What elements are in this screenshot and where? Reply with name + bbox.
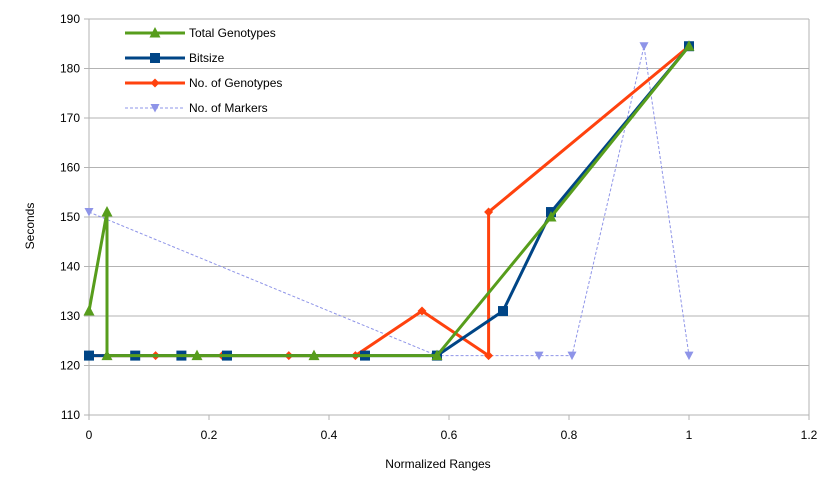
x-tick-label: 1 xyxy=(686,428,693,442)
data-point xyxy=(639,42,649,51)
data-point xyxy=(191,349,203,361)
series-line xyxy=(89,45,690,358)
series-total-genotypes xyxy=(83,40,695,361)
data-point xyxy=(534,351,544,361)
x-tick-label: 0.6 xyxy=(441,428,458,442)
y-tick-label: 130 xyxy=(60,309,80,323)
legend-marker xyxy=(150,53,160,63)
series-line xyxy=(89,45,691,358)
x-tick-label: 0 xyxy=(86,428,93,442)
data-point xyxy=(484,207,494,217)
legend-marker xyxy=(150,78,160,88)
data-point xyxy=(101,206,113,217)
y-axis-title: Seconds xyxy=(23,203,37,250)
legend-item: Bitsize xyxy=(125,51,225,65)
y-tick-label: 120 xyxy=(60,359,80,373)
series-bitsize xyxy=(84,41,694,361)
y-tick-label: 110 xyxy=(61,408,80,422)
legend: Total Genotypes Bitsize No. of Genotypes No… xyxy=(125,26,282,115)
y-axis-ticks: 110 120 130 140 150 160 170 180 190 xyxy=(60,12,89,422)
x-tick-label: 0.2 xyxy=(201,428,218,442)
y-tick-label: 180 xyxy=(60,62,80,76)
y-tick-label: 150 xyxy=(60,210,80,224)
legend-label: No. of Genotypes xyxy=(189,76,282,90)
data-point xyxy=(484,351,494,361)
y-tick-label: 160 xyxy=(60,161,80,175)
series-no-of-markers xyxy=(84,42,694,361)
legend-label: Bitsize xyxy=(189,51,225,65)
legend-item: Total Genotypes xyxy=(125,26,276,40)
series-line xyxy=(87,45,691,358)
data-point xyxy=(431,349,443,361)
x-axis-title: Normalized Ranges xyxy=(385,457,490,471)
x-tick-label: 0.4 xyxy=(321,428,338,442)
x-axis-ticks: 0 0.2 0.4 0.6 0.8 1 1.2 xyxy=(86,415,818,442)
data-point xyxy=(84,350,94,361)
y-tick-label: 190 xyxy=(60,12,80,26)
data-point xyxy=(683,40,695,51)
legend-label: No. of Markers xyxy=(189,101,268,115)
x-tick-label: 0.8 xyxy=(561,428,578,442)
series-group xyxy=(83,40,695,361)
series-no-of-genotypes xyxy=(84,41,694,361)
legend-item: No. of Genotypes xyxy=(125,76,282,90)
data-point xyxy=(308,349,320,361)
y-tick-label: 170 xyxy=(60,111,80,125)
legend-label: Total Genotypes xyxy=(189,26,276,40)
legend-marker xyxy=(150,104,160,113)
data-point xyxy=(417,306,427,316)
legend-item: No. of Markers xyxy=(125,101,268,115)
data-point xyxy=(498,306,508,317)
data-point xyxy=(101,349,113,361)
data-point xyxy=(567,351,577,361)
x-tick-label: 1.2 xyxy=(801,428,818,442)
data-point xyxy=(545,211,557,222)
data-point xyxy=(84,208,94,217)
data-point xyxy=(83,305,95,316)
data-point xyxy=(684,351,694,361)
y-tick-label: 140 xyxy=(60,260,80,274)
legend-marker xyxy=(149,27,161,38)
series-line xyxy=(88,45,690,357)
gridlines xyxy=(88,18,810,416)
